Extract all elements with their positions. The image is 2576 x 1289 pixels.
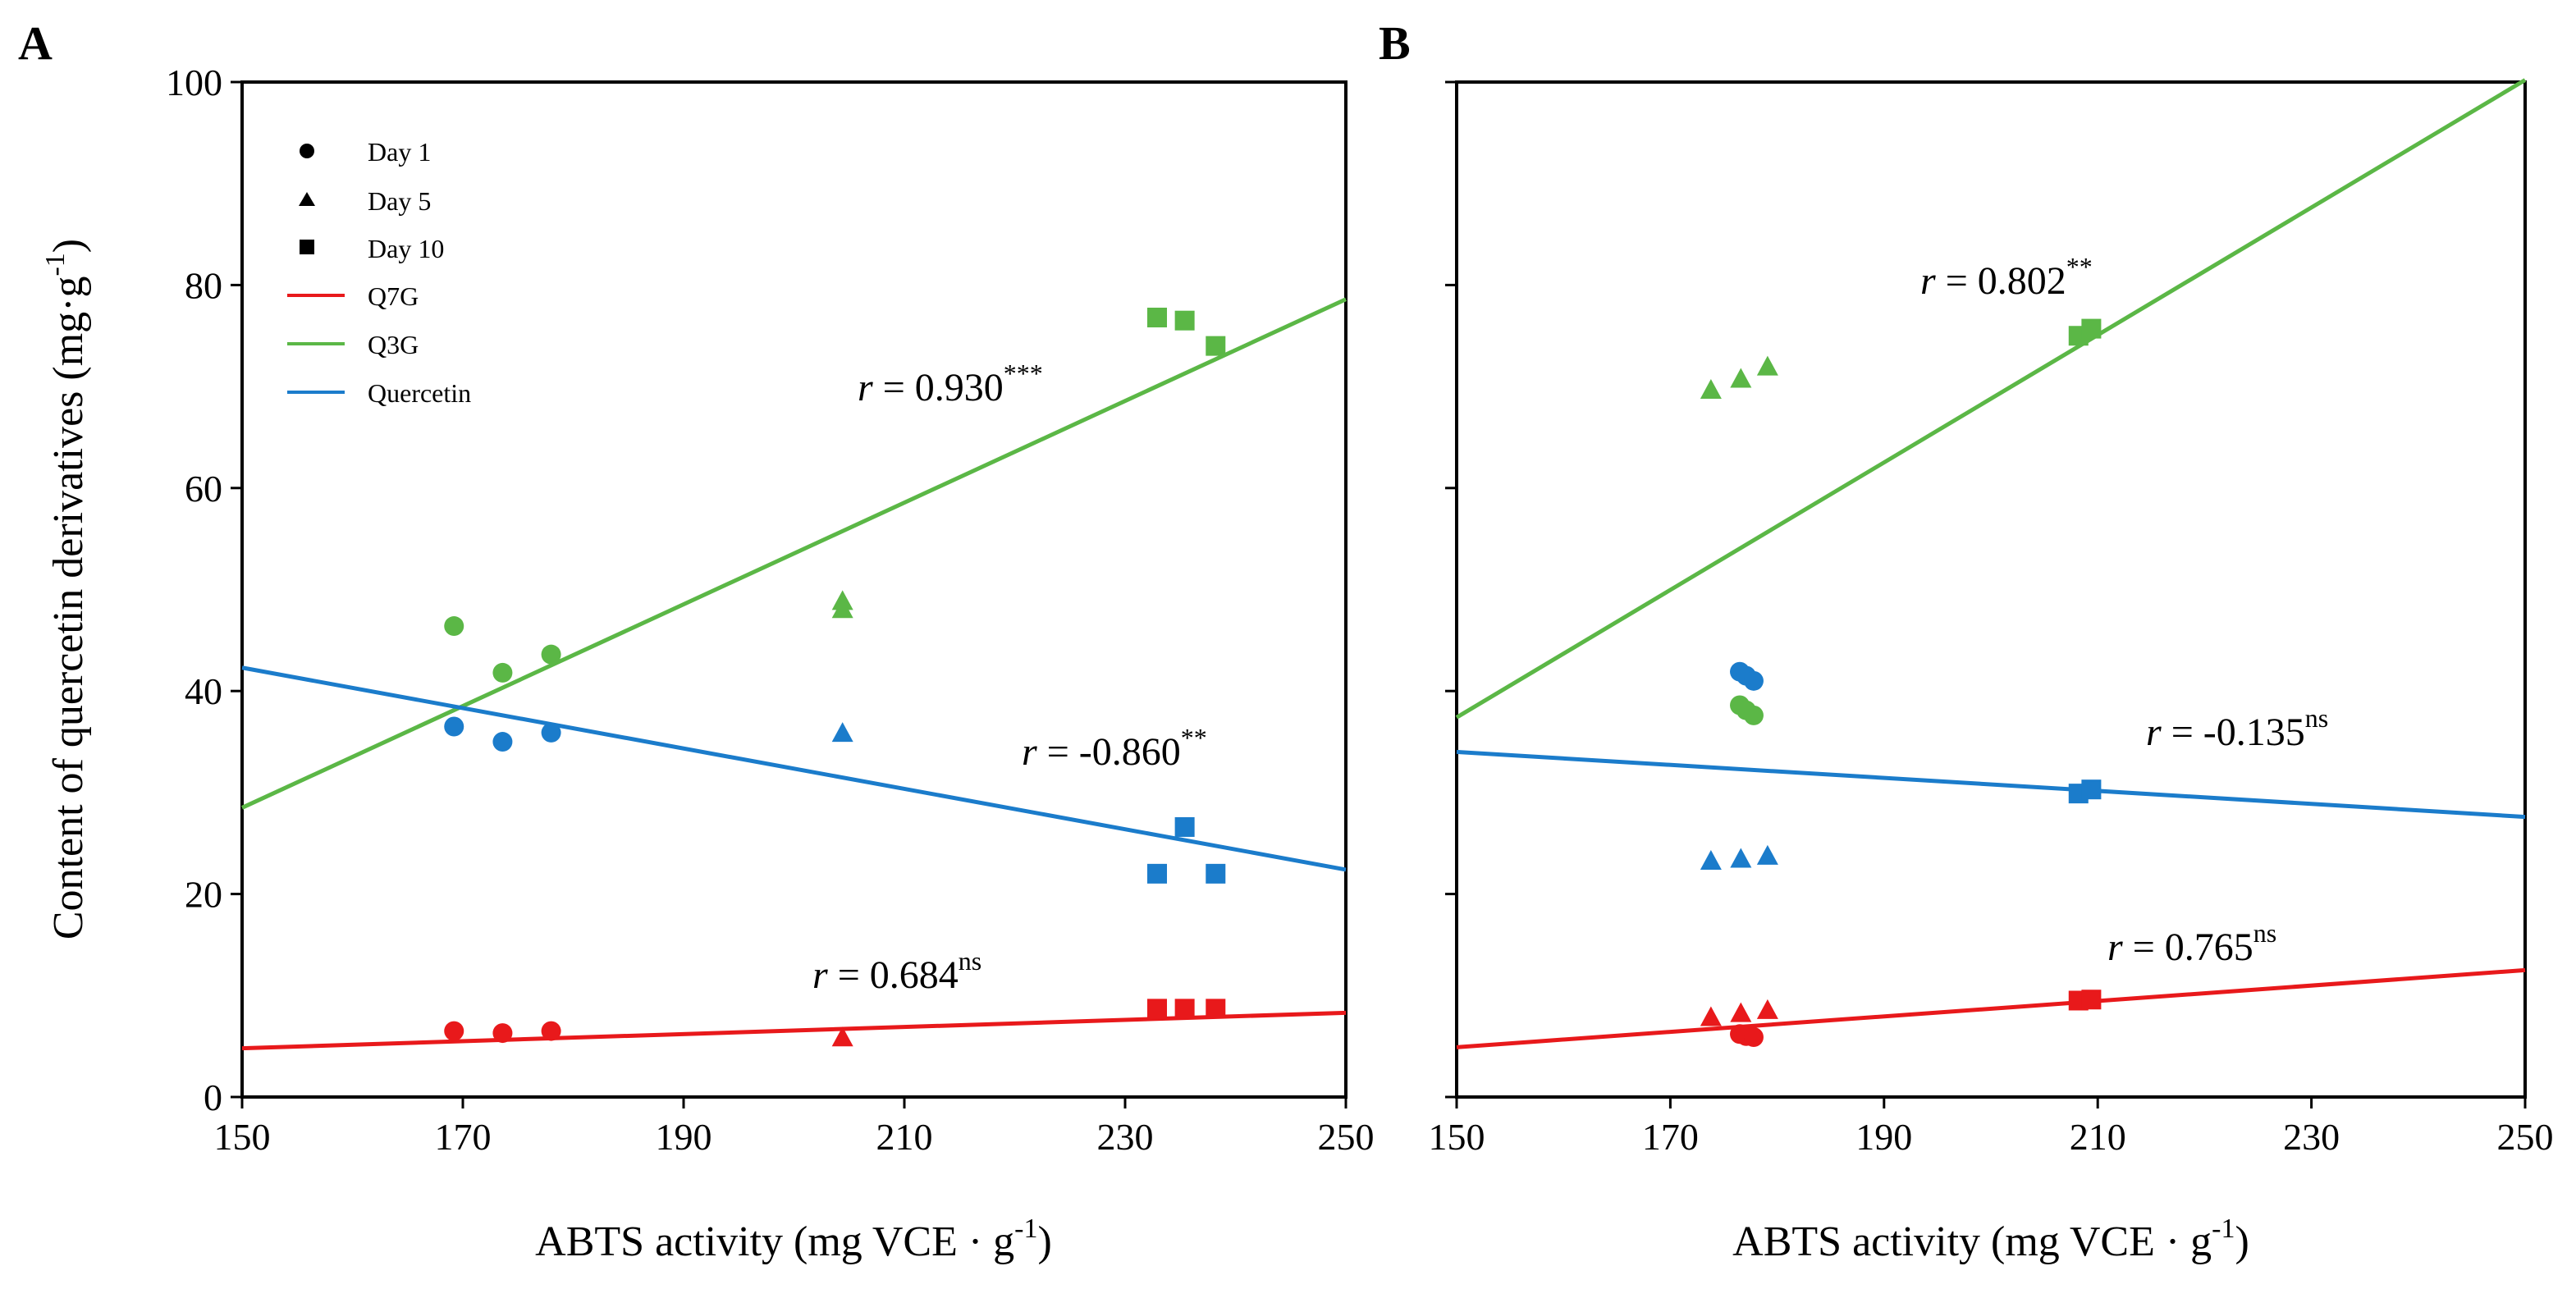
legend: Day 1 Day 5 Day 10 Q7G Q3G Quercetin bbox=[287, 137, 471, 408]
panel-b-quercetin-triangle-point bbox=[1700, 850, 1722, 871]
panel-a-x-tick-label: 250 bbox=[1318, 1116, 1375, 1158]
panel-a-q3g-r: r = 0.930*** bbox=[858, 359, 1043, 409]
panel-a-label: A bbox=[18, 16, 53, 70]
panel-a-x-tick-label: 230 bbox=[1097, 1116, 1154, 1158]
legend-day10-label: Day 10 bbox=[368, 234, 444, 263]
panel-a-q7g-circle-point bbox=[492, 1023, 513, 1044]
panel-a-q7g-square-point bbox=[1147, 999, 1168, 1019]
panel-a-q7g-fit-line bbox=[241, 1010, 1347, 1051]
panel-b-q7g-triangle-point bbox=[1730, 1002, 1752, 1022]
panel-a: A 150 170 190 210 230 250 0 20 40 60 80 100 Day 1 D… bbox=[18, 16, 1375, 1265]
panel-a-y-tick-label: 40 bbox=[185, 670, 222, 712]
panel-a-x-tick-label: 170 bbox=[435, 1116, 492, 1158]
panel-b-quercetin-triangle-point bbox=[1756, 844, 1778, 865]
panel-a-ticks: 150 170 190 210 230 250 0 20 40 60 80 100 bbox=[166, 62, 1375, 1158]
panel-a-quercetin-r: r = -0.860** bbox=[1022, 723, 1207, 774]
panel-a-y-tick-label: 100 bbox=[166, 62, 222, 103]
panel-a-quercetin-fit-line bbox=[241, 665, 1347, 872]
panel-a-q3g-square-point bbox=[1147, 307, 1168, 327]
panel-a-quercetin-square-point bbox=[1147, 863, 1168, 884]
panel-a-quercetin-square-point bbox=[1174, 816, 1195, 837]
panel-a-y-tick-label: 60 bbox=[185, 468, 222, 510]
panel-b-x-tick-label: 170 bbox=[1642, 1116, 1699, 1158]
panel-b-frame bbox=[1455, 80, 2527, 1099]
panel-b-quercetin-triangle-point bbox=[1730, 848, 1752, 868]
panel-b-points bbox=[1700, 318, 2102, 1048]
panel-a-q7g-triangle-point bbox=[831, 1026, 853, 1047]
panel-b-x-tick-label: 250 bbox=[2497, 1116, 2554, 1158]
panel-b-q7g-fit-line bbox=[1456, 967, 2526, 1049]
panel-a-quercetin-triangle-point bbox=[831, 722, 853, 743]
legend-day5-label: Day 5 bbox=[368, 186, 431, 216]
panel-a-quercetin-circle-point bbox=[541, 722, 561, 743]
legend-triangle-marker bbox=[299, 192, 315, 206]
panel-b-ticks: 150 170 190 210 230 250 bbox=[1429, 80, 2554, 1158]
panel-a-q3g-circle-point bbox=[541, 644, 561, 665]
legend-day1-label: Day 1 bbox=[368, 137, 431, 167]
panel-a-q3g-triangle-point bbox=[831, 598, 853, 619]
panel-a-x-axis-label: ABTS activity (mg VCE · g-1) bbox=[535, 1214, 1052, 1265]
panel-b-x-tick-label: 150 bbox=[1429, 1116, 1485, 1158]
panel-a-q3g-circle-point bbox=[444, 616, 464, 637]
panel-b-q3g-circle-point bbox=[1743, 705, 1764, 725]
y-axis-label: Content of quercetin derivatives (mg·g-1… bbox=[40, 239, 92, 939]
panel-a-x-tick-label: 190 bbox=[656, 1116, 712, 1158]
panel-b-x-axis-label: ABTS activity (mg VCE · g-1) bbox=[1732, 1214, 2249, 1265]
panel-b-x-tick-label: 190 bbox=[1855, 1116, 1912, 1158]
panel-b-q7g-triangle-point bbox=[1700, 1006, 1722, 1026]
panel-b-quercetin-square-point bbox=[2081, 779, 2102, 800]
panel-a-q7g-circle-point bbox=[444, 1021, 464, 1041]
panel-b-q3g-triangle-point bbox=[1756, 355, 1778, 376]
panel-a-q7g-square-point bbox=[1174, 999, 1195, 1019]
panel-a-q7g-circle-point bbox=[541, 1021, 561, 1041]
legend-quercetin-label: Quercetin bbox=[368, 378, 471, 408]
panel-b-quercetin-circle-point bbox=[1743, 670, 1764, 691]
legend-q7g-label: Q7G bbox=[368, 281, 419, 311]
panel-b-fit-lines bbox=[1455, 78, 2527, 1049]
panel-a-quercetin-circle-point bbox=[492, 732, 513, 752]
panel-a-q7g-square-point bbox=[1206, 999, 1226, 1019]
panel-b-quercetin-r: r = -0.135ns bbox=[2146, 703, 2328, 754]
panel-a-q3g-square-point bbox=[1206, 336, 1226, 356]
panel-b-q7g-r: r = 0.765ns bbox=[2107, 918, 2276, 969]
panel-a-q3g-circle-point bbox=[492, 662, 513, 683]
legend-square-marker bbox=[300, 240, 314, 254]
legend-q3g-label: Q3G bbox=[368, 330, 419, 359]
panel-b-q3g-square-point bbox=[2081, 318, 2102, 339]
panel-b-label: B bbox=[1379, 16, 1411, 70]
panel-b-quercetin-fit-line bbox=[1456, 749, 2526, 820]
panel-b: B 150 170 190 210 230 250 r = 0.802** r = -0.… bbox=[1379, 16, 2554, 1265]
panel-a-x-tick-label: 150 bbox=[214, 1116, 271, 1158]
panel-a-y-tick-label: 80 bbox=[185, 264, 222, 306]
panel-b-q7g-square-point bbox=[2081, 990, 2102, 1010]
panel-a-y-tick-label: 0 bbox=[204, 1076, 222, 1118]
panel-b-x-tick-label: 230 bbox=[2283, 1116, 2340, 1158]
panel-b-q3g-fit-line bbox=[1455, 78, 2527, 720]
panel-b-q3g-r: r = 0.802** bbox=[1920, 252, 2093, 303]
panel-a-frame bbox=[240, 80, 1347, 1099]
panel-a-quercetin-square-point bbox=[1206, 863, 1226, 884]
panel-a-fit-lines bbox=[240, 297, 1347, 1051]
panel-b-q7g-circle-point bbox=[1743, 1027, 1764, 1048]
panel-a-q3g-fit-line bbox=[240, 297, 1347, 810]
panel-b-q3g-triangle-point bbox=[1730, 368, 1752, 388]
panel-a-x-tick-label: 210 bbox=[876, 1116, 933, 1158]
panel-b-q7g-triangle-point bbox=[1756, 999, 1778, 1019]
panel-a-y-tick-label: 20 bbox=[185, 874, 222, 916]
panel-a-q7g-r: r = 0.684ns bbox=[812, 946, 981, 997]
panel-b-x-tick-label: 210 bbox=[2070, 1116, 2126, 1158]
panel-b-q3g-triangle-point bbox=[1700, 379, 1722, 400]
panel-a-quercetin-circle-point bbox=[444, 716, 464, 737]
panel-a-points bbox=[444, 307, 1226, 1047]
legend-circle-marker bbox=[300, 144, 314, 158]
panel-a-q3g-square-point bbox=[1174, 310, 1195, 331]
